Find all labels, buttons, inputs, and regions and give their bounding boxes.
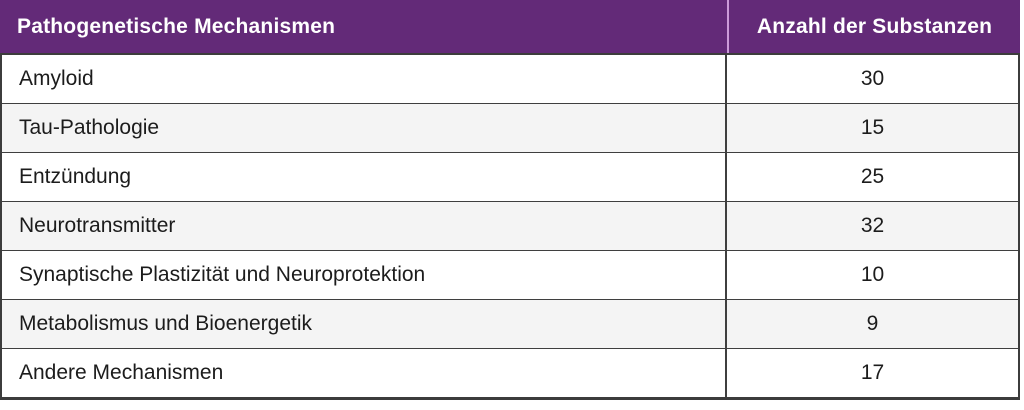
count-cell: 17 — [860, 361, 885, 384]
mechanism-cell: Tau-Pathologie — [2, 104, 727, 152]
table-row-synaptische-plastizitaet: Synaptische Plastizität und Neuroprotekt… — [2, 250, 1018, 299]
mechanisms-table: Pathogenetische Mechanismen Anzahl der S… — [0, 0, 1020, 400]
mechanism-cell: Metabolismus und Bioenergetik — [2, 300, 727, 348]
table-body: Amyloid 30 Tau-Pathologie 15 Entzündung … — [0, 53, 1020, 400]
mechanism-cell: Amyloid — [2, 55, 727, 103]
count-cell: 15 — [860, 116, 885, 139]
count-cell: 32 — [860, 214, 885, 237]
count-cell: 10 — [860, 263, 885, 286]
count-cell: 9 — [866, 312, 879, 335]
table-row-tau-pathologie: Tau-Pathologie 15 — [2, 103, 1018, 152]
table-row-entzuendung: Entzündung 25 — [2, 152, 1018, 201]
table-row-andere-mechanismen: Andere Mechanismen 17 — [2, 348, 1018, 397]
count-cell: 30 — [860, 67, 885, 90]
column-header-count: Anzahl der Substanzen — [727, 0, 1020, 53]
mechanism-cell: Neurotransmitter — [2, 202, 727, 250]
table-header-row: Pathogenetische Mechanismen Anzahl der S… — [0, 0, 1020, 53]
table-row-metabolismus: Metabolismus und Bioenergetik 9 — [2, 299, 1018, 348]
column-header-mechanism: Pathogenetische Mechanismen — [17, 14, 336, 38]
mechanism-cell: Andere Mechanismen — [2, 349, 727, 397]
table-row-amyloid: Amyloid 30 — [2, 55, 1018, 103]
count-cell: 25 — [860, 165, 885, 188]
mechanism-cell: Synaptische Plastizität und Neuroprotekt… — [2, 251, 727, 299]
table-row-neurotransmitter: Neurotransmitter 32 — [2, 201, 1018, 250]
mechanism-cell: Entzündung — [2, 153, 727, 201]
